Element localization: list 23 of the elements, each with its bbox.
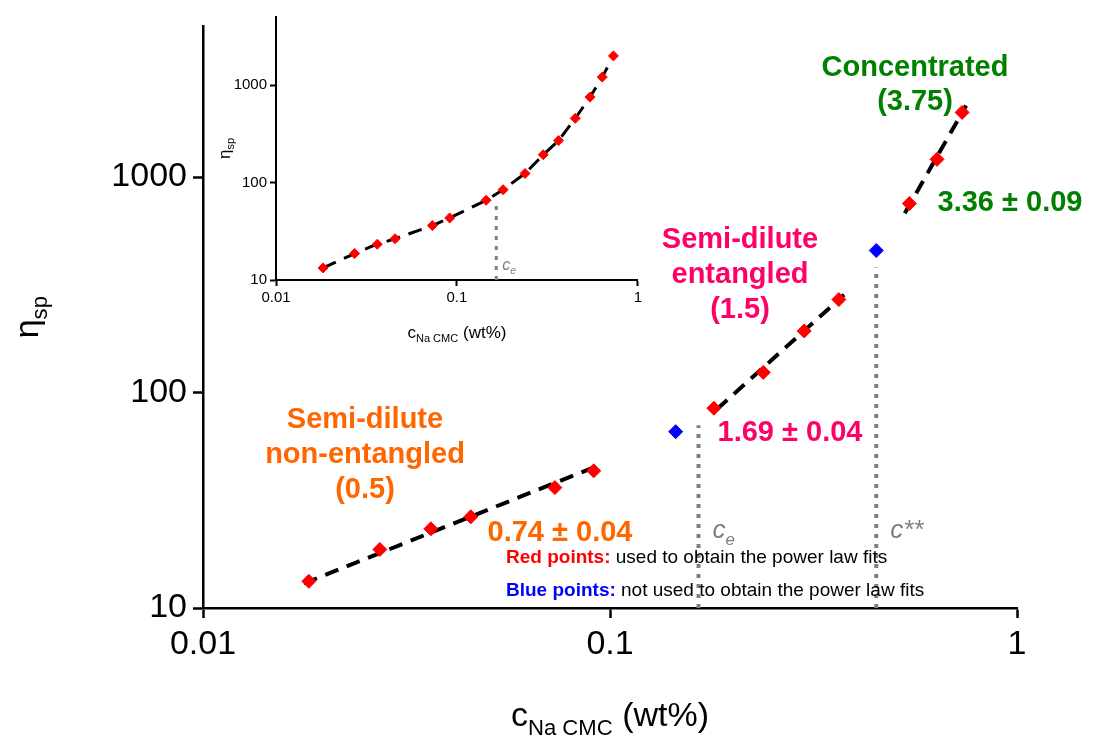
- x-tick-label: 1: [633, 288, 642, 306]
- annotation: 3.36 ± 0.09: [937, 185, 1083, 217]
- y-axis-title: ηsp: [7, 296, 52, 339]
- annotation: 1.69 ± 0.04: [717, 415, 863, 447]
- annotation: Semi-dilute non-entangled (0.5): [265, 402, 465, 504]
- x-tick-label: 0.01: [169, 622, 237, 661]
- y-tick-label: 10: [250, 270, 267, 288]
- annotation: Semi-dilute entangled (1.5): [661, 222, 819, 324]
- y-tick-label: 10: [149, 586, 187, 625]
- annotation: Red points: used to obtain the power law fits: [506, 546, 888, 567]
- y-axis-title: ηsp: [215, 137, 237, 160]
- y-tick-label: 1000: [233, 75, 267, 93]
- annotation: Blue points: not used to obtain the power law fits: [506, 579, 925, 600]
- y-tick-label: 1000: [111, 155, 187, 194]
- annotation: Concentrated (3.75): [821, 49, 1009, 117]
- x-tick-label: 0.01: [261, 288, 291, 306]
- x-tick-label: 0.1: [586, 622, 634, 661]
- annotation: 0.74 ± 0.04: [487, 515, 633, 547]
- x-tick-label: 0.1: [446, 288, 468, 306]
- y-tick-label: 100: [241, 172, 267, 190]
- ref-line-label: c**: [890, 514, 925, 544]
- x-tick-label: 1: [1007, 622, 1027, 661]
- y-tick-label: 100: [130, 370, 187, 409]
